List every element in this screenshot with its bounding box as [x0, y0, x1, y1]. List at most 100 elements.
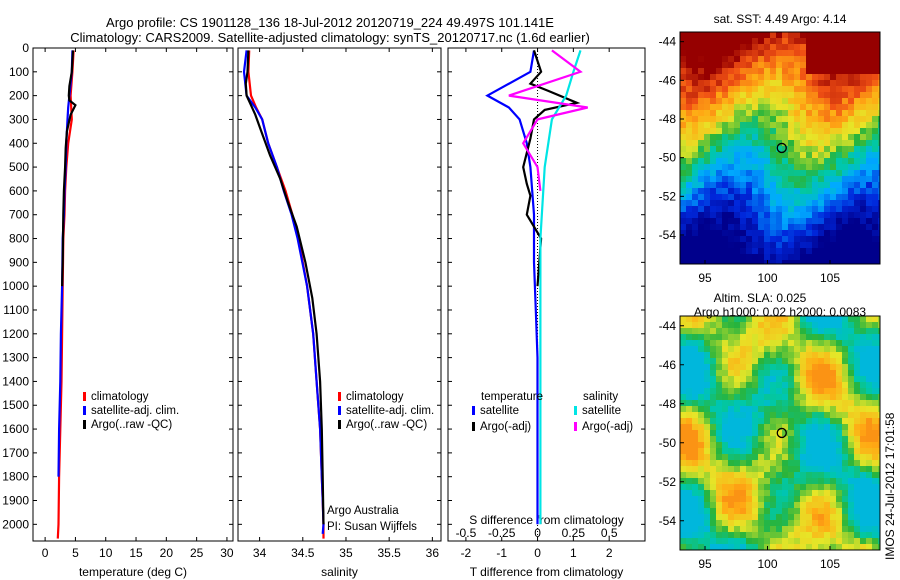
heatmap-cell	[722, 454, 729, 461]
heatmap-cell	[794, 80, 801, 87]
heatmap-cell	[824, 316, 831, 323]
heatmap-cell	[698, 50, 705, 57]
heatmap-cell	[680, 370, 687, 377]
legend-header-salinity: salinity	[583, 391, 618, 403]
heatmap-cell	[836, 86, 843, 93]
heatmap-cell	[836, 514, 843, 521]
heatmap-cell	[812, 74, 819, 81]
heatmap-cell	[800, 448, 807, 455]
heatmap-cell	[848, 448, 855, 455]
heatmap-cell	[872, 520, 879, 527]
heatmap-cell	[710, 116, 717, 123]
heatmap-cell	[764, 86, 771, 93]
heatmap-cell	[698, 92, 705, 99]
heatmap-cell	[710, 86, 717, 93]
heatmap-cell	[800, 352, 807, 359]
heatmap-cell	[692, 322, 699, 329]
heatmap-cell	[704, 182, 711, 189]
heatmap-cell	[806, 182, 813, 189]
heatmap-cell	[728, 74, 735, 81]
heatmap-cell	[800, 38, 807, 45]
heatmap-cell	[722, 104, 729, 111]
heatmap-cell	[800, 212, 807, 219]
heatmap-cell	[680, 62, 687, 69]
heatmap-cell	[770, 352, 777, 359]
heatmap-cell	[860, 478, 867, 485]
heatmap-cell	[752, 406, 759, 413]
heatmap-cell	[770, 248, 777, 255]
heatmap-cell	[830, 334, 837, 341]
depth-tick-label: 900	[9, 255, 29, 269]
heatmap-cell	[758, 496, 765, 503]
heatmap-cell	[764, 224, 771, 231]
heatmap-cell	[734, 502, 741, 509]
heatmap-cell	[812, 248, 819, 255]
heatmap-cell	[794, 412, 801, 419]
heatmap-cell	[704, 394, 711, 401]
heatmap-cell	[818, 182, 825, 189]
heatmap-cell	[860, 164, 867, 171]
heatmap-cell	[782, 466, 789, 473]
heatmap-cell	[812, 334, 819, 341]
heatmap-cell	[788, 92, 795, 99]
heatmap-cell	[788, 182, 795, 189]
heatmap-cell	[740, 388, 747, 395]
heatmap-cell	[680, 146, 687, 153]
heatmap-cell	[836, 140, 843, 147]
heatmap-cell	[800, 194, 807, 201]
heatmap-cell	[764, 328, 771, 335]
heatmap-cell	[734, 206, 741, 213]
heatmap-cell	[728, 188, 735, 195]
heatmap-cell	[794, 212, 801, 219]
heatmap-cell	[830, 176, 837, 183]
heatmap-cell	[728, 218, 735, 225]
heatmap-cell	[842, 44, 849, 51]
heatmap-cell	[794, 122, 801, 129]
heatmap-cell	[860, 134, 867, 141]
heatmap-cell	[776, 80, 783, 87]
heatmap-cell	[716, 128, 723, 135]
heatmap-cell	[782, 478, 789, 485]
heatmap-cell	[830, 382, 837, 389]
heatmap-cell	[806, 56, 813, 63]
heatmap-cell	[854, 254, 861, 261]
heatmap-cell	[794, 334, 801, 341]
heatmap-cell	[794, 152, 801, 159]
heatmap-cell	[794, 448, 801, 455]
heatmap-cell	[818, 68, 825, 75]
heatmap-cell	[758, 98, 765, 105]
heatmap-cell	[830, 496, 837, 503]
heatmap-cell	[770, 484, 777, 491]
heatmap-cell	[752, 104, 759, 111]
series-line-argoadj	[508, 49, 588, 192]
heatmap-cell	[758, 418, 765, 425]
heatmap-cell	[836, 158, 843, 165]
heatmap-cell	[800, 158, 807, 165]
heatmap-cell	[728, 334, 735, 341]
heatmap-cell	[740, 472, 747, 479]
heatmap-cell	[866, 406, 873, 413]
heatmap-cell	[830, 74, 837, 81]
heatmap-cell	[872, 56, 879, 63]
heatmap-cell	[776, 122, 783, 129]
heatmap-cell	[752, 502, 759, 509]
heatmap-cell	[830, 194, 837, 201]
x-tick-label: -2	[461, 546, 472, 560]
heatmap-cell	[800, 260, 807, 267]
heatmap-cell	[680, 352, 687, 359]
heatmap-cell	[740, 86, 747, 93]
heatmap-cell	[740, 50, 747, 57]
heatmap-cell	[752, 74, 759, 81]
heatmap-cell	[866, 146, 873, 153]
heatmap-cell	[800, 490, 807, 497]
heatmap-cell	[752, 340, 759, 347]
heatmap-cell	[698, 230, 705, 237]
heatmap-cell	[686, 242, 693, 249]
heatmap-cell	[740, 38, 747, 45]
heatmap-cell	[734, 400, 741, 407]
heatmap-cell	[758, 140, 765, 147]
heatmap-cell	[806, 484, 813, 491]
heatmap-cell	[710, 424, 717, 431]
heatmap-cell	[704, 442, 711, 449]
heatmap-cell	[842, 532, 849, 539]
